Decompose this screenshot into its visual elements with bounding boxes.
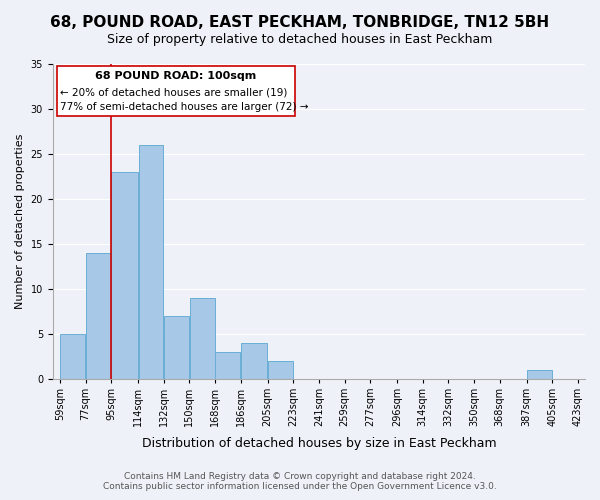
- Text: 68 POUND ROAD: 100sqm: 68 POUND ROAD: 100sqm: [95, 71, 256, 81]
- Text: 77% of semi-detached houses are larger (72) →: 77% of semi-detached houses are larger (…: [60, 102, 308, 112]
- Bar: [60, 334, 85, 380]
- Text: Size of property relative to detached houses in East Peckham: Size of property relative to detached ho…: [107, 32, 493, 46]
- Bar: [164, 316, 189, 380]
- Bar: [268, 362, 293, 380]
- Text: Contains HM Land Registry data © Crown copyright and database right 2024.
Contai: Contains HM Land Registry data © Crown c…: [103, 472, 497, 491]
- Y-axis label: Number of detached properties: Number of detached properties: [15, 134, 25, 310]
- Bar: [241, 344, 268, 380]
- Text: ← 20% of detached houses are smaller (19): ← 20% of detached houses are smaller (19…: [60, 88, 287, 98]
- Bar: [139, 145, 163, 380]
- FancyBboxPatch shape: [57, 66, 295, 116]
- Bar: [527, 370, 552, 380]
- Bar: [215, 352, 240, 380]
- Text: 68, POUND ROAD, EAST PECKHAM, TONBRIDGE, TN12 5BH: 68, POUND ROAD, EAST PECKHAM, TONBRIDGE,…: [50, 15, 550, 30]
- X-axis label: Distribution of detached houses by size in East Peckham: Distribution of detached houses by size …: [142, 437, 496, 450]
- Bar: [86, 254, 111, 380]
- Bar: [190, 298, 215, 380]
- Bar: [112, 172, 138, 380]
